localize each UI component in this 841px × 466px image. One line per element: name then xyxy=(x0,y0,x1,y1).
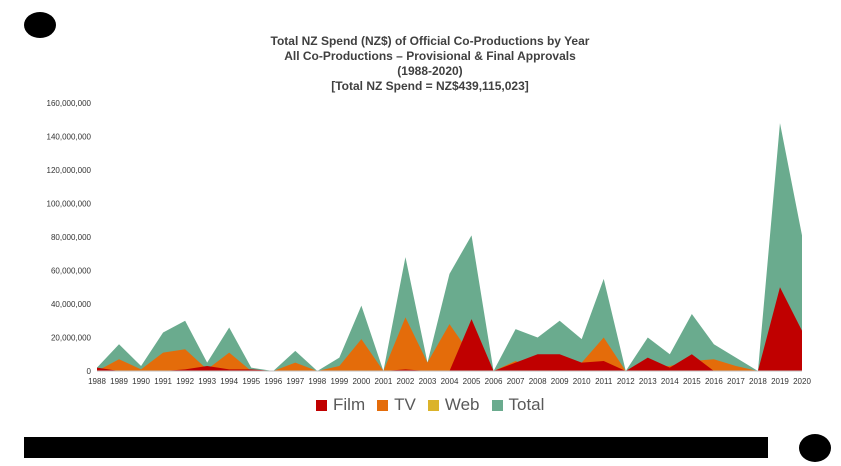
x-tick-label: 1993 xyxy=(198,377,216,386)
x-tick-label: 2015 xyxy=(683,377,701,386)
x-tick-label: 2002 xyxy=(397,377,415,386)
y-tick-label: 140,000,000 xyxy=(47,133,92,142)
legend-label-tv: TV xyxy=(394,395,416,414)
chart-title-line-3: (1988-2020) xyxy=(397,64,463,78)
x-tick-label: 1990 xyxy=(132,377,150,386)
x-tick-label: 2020 xyxy=(793,377,811,386)
x-tick-label: 2013 xyxy=(639,377,657,386)
legend-label-web: Web xyxy=(444,395,480,414)
area-series-group xyxy=(97,123,802,371)
x-tick-label: 2001 xyxy=(375,377,393,386)
x-tick-label: 1988 xyxy=(88,377,106,386)
legend-item-tv: TV xyxy=(377,395,416,415)
x-tick-label: 2009 xyxy=(551,377,569,386)
x-tick-label: 1997 xyxy=(286,377,304,386)
x-tick-label: 2017 xyxy=(727,377,745,386)
black-circle-decoration-bottom-right xyxy=(799,434,831,462)
x-tick-label: 2012 xyxy=(617,377,635,386)
chart-title-line-1: Total NZ Spend (NZ$) of Official Co-Prod… xyxy=(270,34,590,48)
black-bar-decoration xyxy=(24,437,768,458)
y-tick-label: 40,000,000 xyxy=(51,300,92,309)
legend-label-total: Total xyxy=(508,395,545,414)
y-tick-label: 160,000,000 xyxy=(47,99,92,108)
x-tick-label: 1998 xyxy=(308,377,326,386)
x-tick-label: 2003 xyxy=(419,377,437,386)
legend-label-film: Film xyxy=(333,395,366,414)
chart-legend: Film TV Web Total xyxy=(316,395,556,415)
black-circle-decoration-top-left xyxy=(24,12,56,38)
y-tick-label: 120,000,000 xyxy=(47,166,92,175)
x-tick-label: 2000 xyxy=(352,377,370,386)
legend-item-film: Film xyxy=(316,395,365,415)
legend-swatch-total xyxy=(491,399,503,411)
legend-item-total: Total xyxy=(491,395,545,415)
x-tick-label: 2008 xyxy=(529,377,547,386)
y-tick-label: 60,000,000 xyxy=(51,267,92,276)
x-tick-label: 1994 xyxy=(220,377,238,386)
x-tick-label: 2005 xyxy=(463,377,481,386)
legend-swatch-web xyxy=(427,399,439,411)
x-tick-label: 1996 xyxy=(264,377,282,386)
y-tick-label: 0 xyxy=(87,367,92,376)
legend-swatch-tv xyxy=(377,399,389,411)
area-total xyxy=(97,123,802,371)
x-axis: 1988 1989 1990 1991 1992 1993 1994 1995 1996 1997… xyxy=(88,370,811,386)
chart-title-line-2: All Co-Productions – Provisional & Final… xyxy=(284,49,576,63)
x-tick-label: 1989 xyxy=(110,377,128,386)
x-tick-label: 2007 xyxy=(507,377,525,386)
x-tick-label: 1992 xyxy=(176,377,194,386)
x-tick-label: 2018 xyxy=(749,377,767,386)
legend-item-web: Web xyxy=(427,395,480,415)
x-tick-label: 2016 xyxy=(705,377,723,386)
y-tick-label: 80,000,000 xyxy=(51,233,92,242)
y-tick-label: 100,000,000 xyxy=(47,200,92,209)
x-tick-label: 2011 xyxy=(595,377,613,386)
legend-swatch-film xyxy=(316,399,327,411)
x-tick-label: 1991 xyxy=(154,377,172,386)
x-tick-label: 1999 xyxy=(330,377,348,386)
x-tick-label: 2019 xyxy=(771,377,789,386)
chart-title: Total NZ Spend (NZ$) of Official Co-Prod… xyxy=(180,34,680,94)
x-tick-label: 2010 xyxy=(573,377,591,386)
chart-title-line-4: [Total NZ Spend = NZ$439,115,023] xyxy=(331,79,529,93)
x-tick-label: 2006 xyxy=(485,377,503,386)
area-tv xyxy=(97,317,802,371)
y-axis: 0 20,000,000 40,000,000 60,000,000 80,000,00… xyxy=(47,99,92,376)
y-tick-label: 20,000,000 xyxy=(51,334,92,343)
x-tick-label: 2014 xyxy=(661,377,679,386)
x-tick-label: 2004 xyxy=(441,377,459,386)
x-tick-label: 1995 xyxy=(242,377,260,386)
